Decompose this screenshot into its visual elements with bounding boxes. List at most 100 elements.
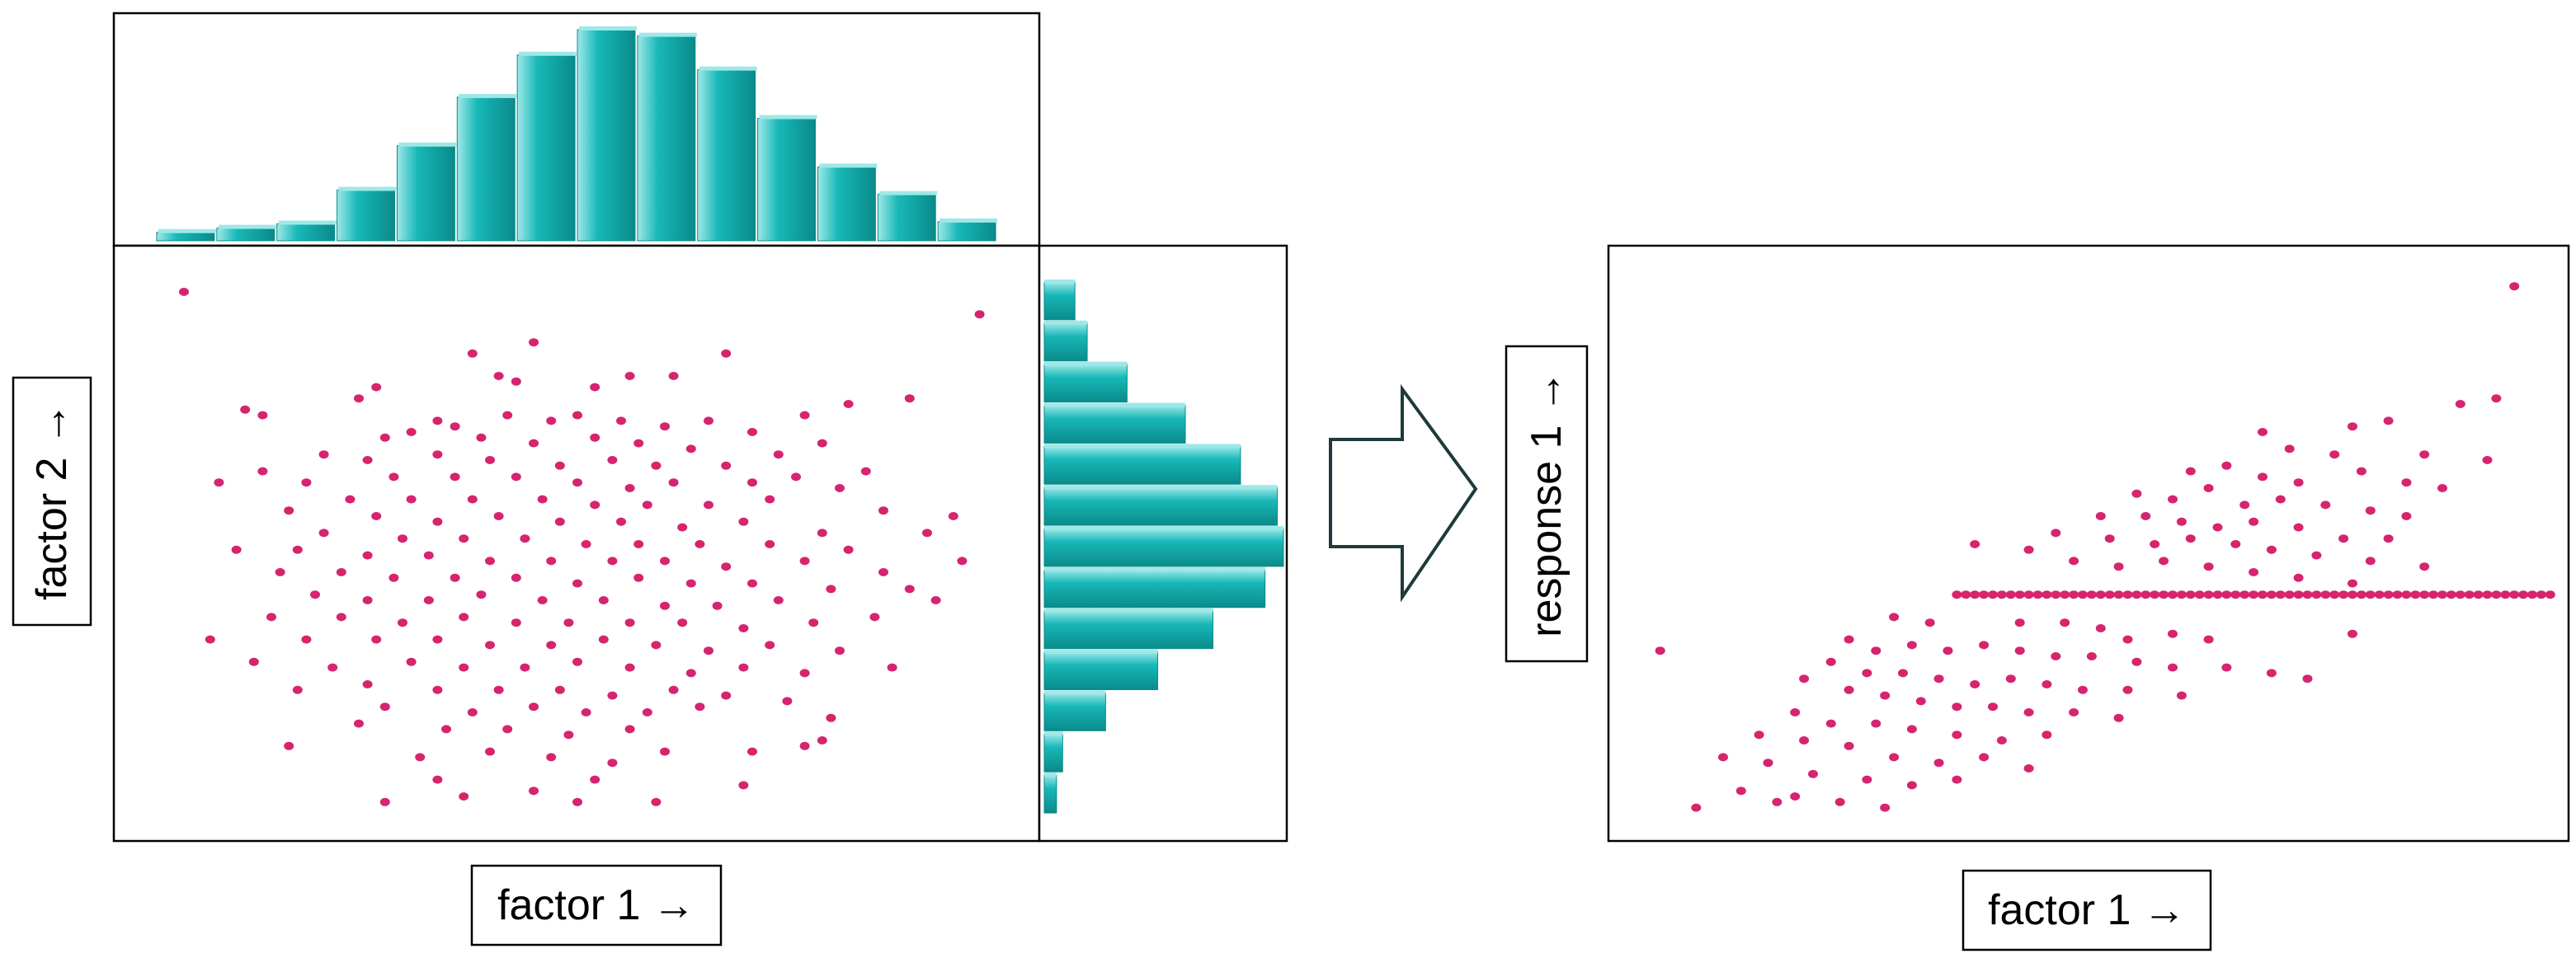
scatter-point: [537, 596, 548, 604]
scatter-point: [563, 618, 574, 627]
scatter-point: [2446, 590, 2456, 599]
scatter-point: [747, 428, 757, 436]
scatter-point: [572, 797, 582, 806]
scatter-point: [2095, 512, 2106, 520]
scatter-point: [581, 540, 591, 548]
scatter-point: [1979, 590, 1990, 599]
scatter-point: [624, 725, 635, 734]
scatter-point: [2302, 590, 2313, 599]
scatter-point: [704, 646, 713, 655]
scatter-point: [2150, 590, 2160, 599]
scatter-point: [948, 512, 958, 520]
histogram-bar: [156, 232, 215, 242]
scatter-point: [554, 517, 565, 526]
scatter-point: [738, 517, 749, 526]
scatter-point: [974, 310, 985, 319]
histogram-bar: [937, 221, 996, 242]
scatter-point: [467, 349, 478, 358]
scatter-point: [2275, 495, 2286, 504]
histogram-bar-top: [1044, 444, 1241, 449]
scatter-point: [231, 545, 242, 554]
scatter-point: [738, 781, 749, 790]
scatter-point: [529, 702, 539, 712]
scatter-point: [887, 663, 897, 672]
scatter-point: [432, 517, 443, 526]
scatter-point: [835, 484, 845, 492]
scatter-point: [1871, 719, 1881, 728]
scatter-point: [511, 472, 521, 482]
scatter-point: [2365, 506, 2376, 515]
scatter-point: [502, 411, 513, 420]
scatter-point: [2284, 444, 2295, 453]
scatter-point: [2500, 590, 2511, 599]
scatter-point: [843, 545, 854, 554]
scatter-point: [485, 641, 495, 650]
right-arrow-icon: [1329, 383, 1478, 603]
scatter-point: [765, 641, 775, 650]
scatter-point: [668, 372, 679, 380]
scatter-point: [773, 596, 784, 604]
scatter-point: [345, 495, 356, 504]
scatter-point: [2221, 590, 2232, 599]
scatter-point: [624, 618, 635, 627]
scatter-point: [459, 534, 469, 543]
scatter-point: [537, 495, 548, 504]
scatter-point: [2401, 478, 2412, 487]
scatter-point: [284, 741, 294, 750]
scatter-point: [2383, 590, 2394, 599]
scatter-point: [275, 568, 285, 576]
scatter-point: [808, 618, 819, 627]
scatter-point: [572, 657, 582, 666]
scatter-point: [450, 422, 460, 431]
scatter-point: [2464, 590, 2475, 599]
scatter-point: [2203, 562, 2214, 571]
scatter-point: [2293, 590, 2304, 599]
scatter-point: [590, 383, 600, 392]
scatter-point: [660, 422, 670, 431]
scatter-point: [2374, 590, 2385, 599]
scatter-point: [843, 400, 854, 408]
scatter-point: [668, 478, 679, 487]
scatter-point: [450, 472, 460, 482]
scatter-point: [511, 618, 521, 627]
histogram-bar: [1043, 364, 1128, 403]
histogram-bar: [1043, 528, 1284, 567]
scatter-point: [572, 411, 582, 420]
right-y-label-box: response 1 →: [1505, 345, 1589, 663]
scatter-point: [904, 585, 915, 594]
scatter-point: [511, 573, 521, 582]
histogram-bar-top: [278, 220, 337, 225]
scatter-point: [2410, 590, 2421, 599]
scatter-point: [2348, 629, 2357, 638]
scatter-point: [826, 713, 836, 722]
histogram-bar: [516, 54, 576, 242]
scatter-point: [624, 663, 635, 672]
histogram-bar: [877, 194, 936, 242]
histogram-bar: [1043, 774, 1057, 814]
scatter-point: [581, 708, 591, 716]
scatter-point: [1790, 708, 1801, 716]
scatter-point: [2113, 590, 2124, 599]
scatter-point: [642, 708, 652, 716]
scatter-point: [205, 635, 215, 644]
right-y-label: response 1 →: [1523, 370, 1571, 637]
scatter-point: [2032, 590, 2043, 599]
scatter-point: [2185, 467, 2196, 476]
scatter-point: [2482, 590, 2493, 599]
scatter-point: [310, 590, 320, 599]
histogram-bar: [337, 190, 396, 242]
histogram-bar-top: [1044, 280, 1076, 284]
scatter-point: [2249, 590, 2259, 599]
scatter-point: [546, 416, 557, 425]
right-histogram: [1043, 280, 1284, 814]
scatter-point: [2150, 540, 2160, 548]
scatter-point: [318, 528, 329, 538]
scatter-point: [529, 439, 539, 448]
scatter-point: [354, 719, 364, 728]
scatter-point: [459, 613, 469, 622]
scatter-point: [248, 657, 259, 666]
scatter-point: [563, 730, 574, 740]
scatter-point: [292, 685, 303, 694]
scatter-point: [2203, 484, 2214, 492]
scatter-point: [590, 500, 600, 510]
